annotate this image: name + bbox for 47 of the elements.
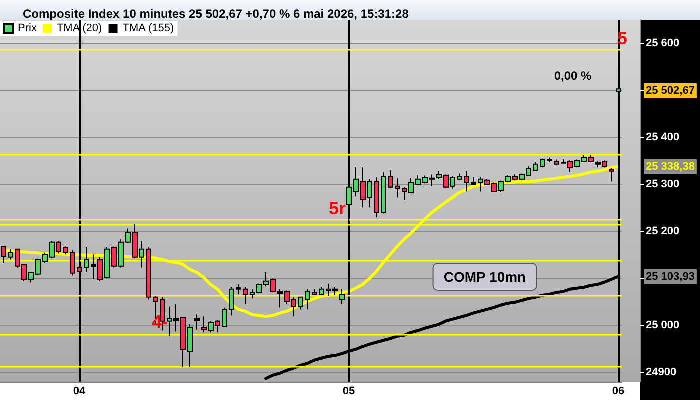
candlestick <box>540 158 545 168</box>
y-tick-label: 25 600 <box>646 38 680 50</box>
candlestick <box>305 288 310 310</box>
candlestick <box>547 157 552 163</box>
legend-label: TMA (20) <box>56 22 102 34</box>
candlestick <box>609 168 614 182</box>
candlestick <box>554 159 559 166</box>
candlestick <box>222 307 227 328</box>
annotation: 5r <box>328 198 346 218</box>
x-tick-label: 05 <box>342 386 356 398</box>
y-tick-label: 25 300 <box>646 178 680 191</box>
y-tick-label: 24900 <box>646 366 677 379</box>
candlestick <box>395 178 400 198</box>
candlestick <box>298 296 303 310</box>
candlestick <box>471 176 476 186</box>
y-tick-label: 25 200 <box>646 226 680 238</box>
candlestick <box>63 246 68 256</box>
text: 25 103,93 <box>646 271 695 283</box>
candlestick <box>533 162 538 172</box>
candlestick <box>388 170 393 189</box>
annotation: COMP 10mn <box>444 269 526 285</box>
text: 25 338,38 <box>646 161 695 173</box>
candlestick <box>381 172 386 214</box>
candlestick <box>339 288 345 305</box>
text: 25 502,67 <box>646 85 695 97</box>
y-tick-label: 25 000 <box>646 320 680 332</box>
x-tick-label: 06 <box>612 386 625 398</box>
legend-label: TMA (155) <box>122 22 174 34</box>
y-tick-label: 25 400 <box>646 132 680 144</box>
chart-title: Composite Index 10 minutes 25 502,67 +0,70 % 6 mai 2026, 15:31:28 <box>23 7 410 21</box>
candlestick <box>319 287 324 296</box>
candlestick <box>229 287 234 316</box>
candlestick <box>374 176 379 218</box>
annotation: 0,00 % <box>554 69 592 83</box>
candlestick <box>70 250 75 276</box>
candlestick <box>194 314 200 330</box>
x-tick-label: 04 <box>73 386 86 398</box>
candlestick <box>243 287 248 305</box>
candlestick <box>1 246 6 264</box>
candlestick <box>146 247 151 300</box>
candlestick <box>8 248 13 260</box>
legend-label: Prix <box>18 22 38 34</box>
candlestick <box>236 284 241 296</box>
candlestick <box>84 247 89 273</box>
candlestick <box>464 170 469 192</box>
candlestick <box>457 173 462 181</box>
candlestick <box>312 288 317 296</box>
